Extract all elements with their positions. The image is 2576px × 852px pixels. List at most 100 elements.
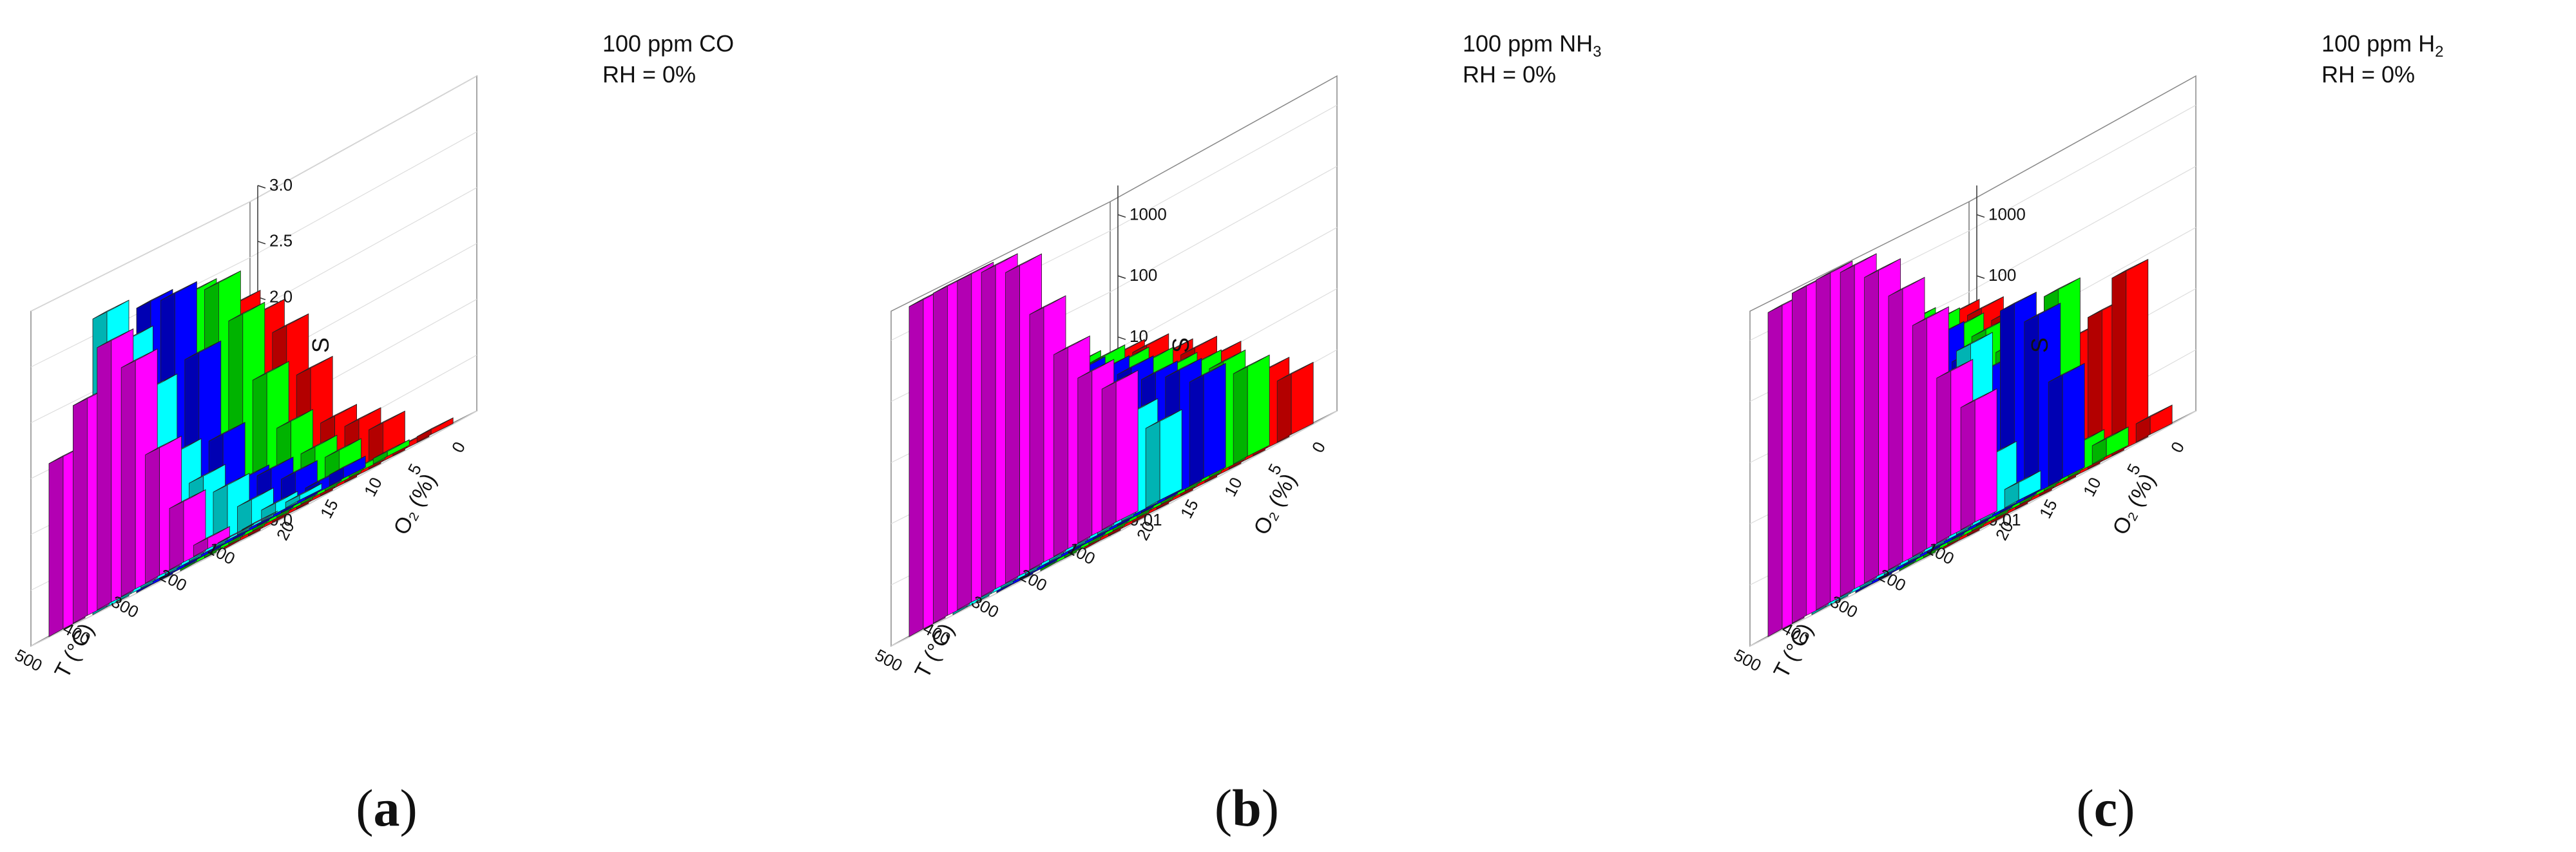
z-tick xyxy=(1976,275,1985,279)
bar-face-top xyxy=(237,488,274,507)
bar-face-top xyxy=(1005,253,1042,273)
bar-face-right xyxy=(1115,370,1139,523)
bar-face-top xyxy=(2048,363,2085,383)
annotation-gas-subscript: 3 xyxy=(1593,43,1601,61)
bar xyxy=(193,525,230,557)
z-axis-label: S xyxy=(1168,337,1194,353)
y-tick-label: 0 xyxy=(448,439,469,456)
caption-open-paren: ( xyxy=(356,779,373,837)
bar xyxy=(329,455,366,487)
bar-face-left xyxy=(1816,271,1831,611)
x-tick-label: 500 xyxy=(872,645,905,676)
bar-face-top xyxy=(1209,350,1245,369)
bar-face-top xyxy=(121,348,158,368)
bar-face-top xyxy=(261,491,298,511)
bar-face-top xyxy=(1967,296,2004,316)
caption-open-paren: ( xyxy=(1215,779,1232,837)
bar-face-top xyxy=(281,460,318,480)
bar-face-top xyxy=(1912,306,1949,326)
y-tick-label: 15 xyxy=(1177,496,1202,522)
caption-close-paren: ) xyxy=(1262,779,1279,837)
bar-face-top xyxy=(1189,363,1226,383)
bar-face-left xyxy=(1053,346,1068,557)
bar-face-left xyxy=(1912,317,1927,557)
bar-face-left xyxy=(1029,306,1044,571)
bar-face-left xyxy=(120,359,136,598)
bar-face-left xyxy=(1864,269,1879,584)
bar-face-top xyxy=(1102,370,1139,390)
y-tick-label: 0 xyxy=(2167,439,2188,456)
y-tick-label: 0 xyxy=(1308,439,1329,456)
z-tick xyxy=(1117,214,1126,218)
bar-face-left xyxy=(2111,269,2127,457)
bar-face-left xyxy=(1101,381,1117,531)
bars xyxy=(908,253,1314,638)
z-axis-label: S xyxy=(2026,337,2053,353)
y-axis-label: O₂ (%) xyxy=(389,469,441,539)
bar-face-left xyxy=(1888,287,1903,571)
bar-face-top xyxy=(417,417,454,437)
bar-face-top xyxy=(1165,357,1202,377)
bar-face-top xyxy=(2044,278,2081,297)
bar-face-top xyxy=(329,455,366,475)
y-axis-label: O₂ (%) xyxy=(2108,469,2160,539)
bar xyxy=(1276,361,1314,443)
bar xyxy=(2091,426,2129,465)
bar-face-top xyxy=(2000,292,2037,312)
bar-face-top xyxy=(1088,345,1125,364)
bar-face-top xyxy=(1888,277,1925,297)
z-gridline xyxy=(1749,410,2196,647)
bar-face-left xyxy=(1792,285,1807,624)
caption-open-paren: ( xyxy=(2076,779,2093,837)
bar-face-top xyxy=(213,473,250,493)
bar-face-top xyxy=(1277,362,1314,382)
caption-letter: b xyxy=(1232,779,1262,837)
bar xyxy=(1233,354,1270,465)
bar-face-top xyxy=(1077,359,1114,379)
bar-face-top xyxy=(2004,470,2041,490)
z-axis-label: S xyxy=(307,337,334,353)
bar-face-top xyxy=(217,524,254,544)
bar xyxy=(2135,404,2173,443)
bar-face-left xyxy=(957,272,972,611)
z-tick-label: 2.5 xyxy=(269,231,293,251)
bar-face-top xyxy=(256,457,294,477)
bar-face-right xyxy=(1291,361,1314,435)
bar-face-left xyxy=(169,500,184,571)
bar-face-top xyxy=(1816,261,1852,280)
bar xyxy=(1189,363,1226,487)
bar-face-top xyxy=(253,361,289,381)
bar-face-left xyxy=(1936,370,1952,544)
bar-face-top xyxy=(296,355,333,375)
bar-face-top xyxy=(300,435,338,455)
z-tick xyxy=(1117,336,1126,340)
bar-face-left xyxy=(981,264,996,598)
bar-face-left xyxy=(1005,264,1021,584)
bar-face-right xyxy=(1203,363,1226,479)
bar-face-top xyxy=(160,281,197,301)
bar-face-right xyxy=(1974,388,1997,523)
bar-face-top xyxy=(344,407,381,427)
panel-c: 0.010.11101001000500400300200100T (°C)20… xyxy=(1731,30,2443,837)
bar-face-top xyxy=(1936,359,1973,379)
bar-face-left xyxy=(48,455,64,638)
y-axis-label: O₂ (%) xyxy=(1249,469,1302,539)
z-tick xyxy=(257,185,266,189)
bar-face-top xyxy=(1180,336,1217,355)
panel-b: 0.010.11101001000500400300200100T (°C)20… xyxy=(872,30,1601,837)
caption-letter: a xyxy=(374,779,400,837)
bars xyxy=(48,270,454,638)
bar-face-top xyxy=(1961,388,1997,408)
z-tick xyxy=(1117,275,1126,279)
bar-face-top xyxy=(136,289,173,308)
bar-face-top xyxy=(204,270,241,290)
bar-face-top xyxy=(184,340,221,360)
y-tick-label: 10 xyxy=(360,474,386,500)
bar-face-left xyxy=(1233,365,1248,465)
bar xyxy=(372,439,410,465)
bar-face-top xyxy=(1117,355,1154,375)
bar-face-left xyxy=(933,285,948,624)
bar xyxy=(416,417,454,443)
bar-face-left xyxy=(1145,420,1160,509)
